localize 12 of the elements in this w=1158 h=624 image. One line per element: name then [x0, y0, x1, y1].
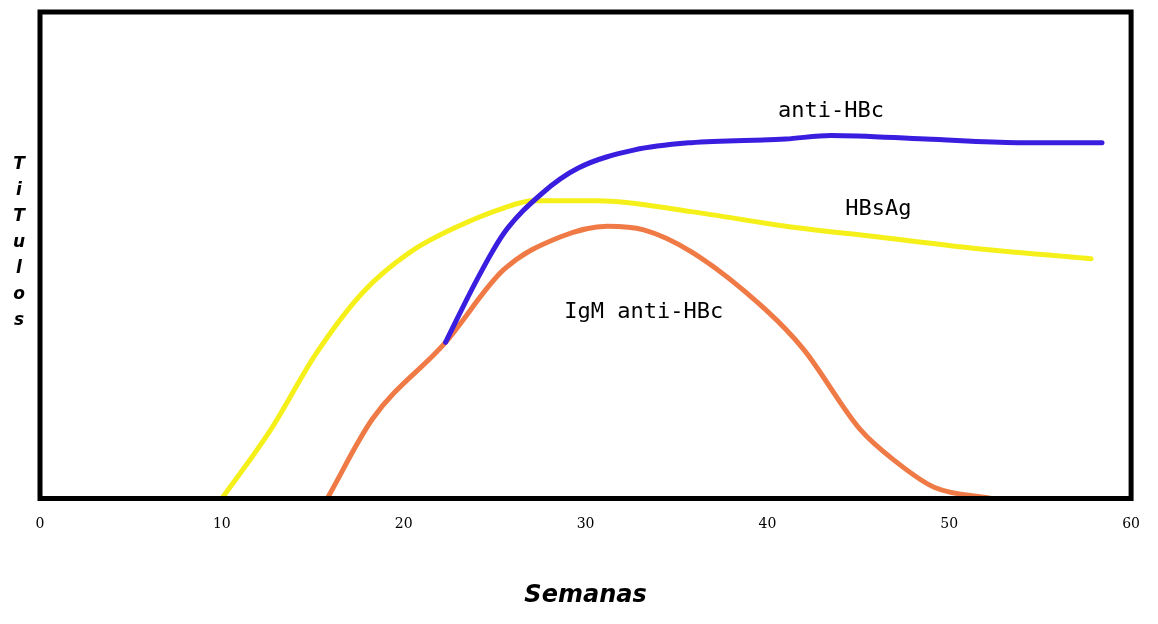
x-tick-label: 60	[1122, 515, 1141, 532]
x-tick-label: 20	[394, 515, 413, 532]
x-tick-label: 50	[940, 515, 959, 532]
series-label: IgM anti-HBc	[564, 297, 724, 323]
x-tick-label: 0	[35, 515, 45, 532]
series-label: HBsAg	[845, 195, 912, 221]
y-axis-title: TiTulos	[11, 152, 27, 331]
x-tick-label: 10	[212, 515, 231, 532]
x-tick-label: 30	[576, 515, 595, 532]
x-tick-label: 40	[758, 515, 777, 532]
x-axis-title: Semanas	[524, 579, 647, 608]
series-label: anti-HBc	[778, 97, 885, 123]
